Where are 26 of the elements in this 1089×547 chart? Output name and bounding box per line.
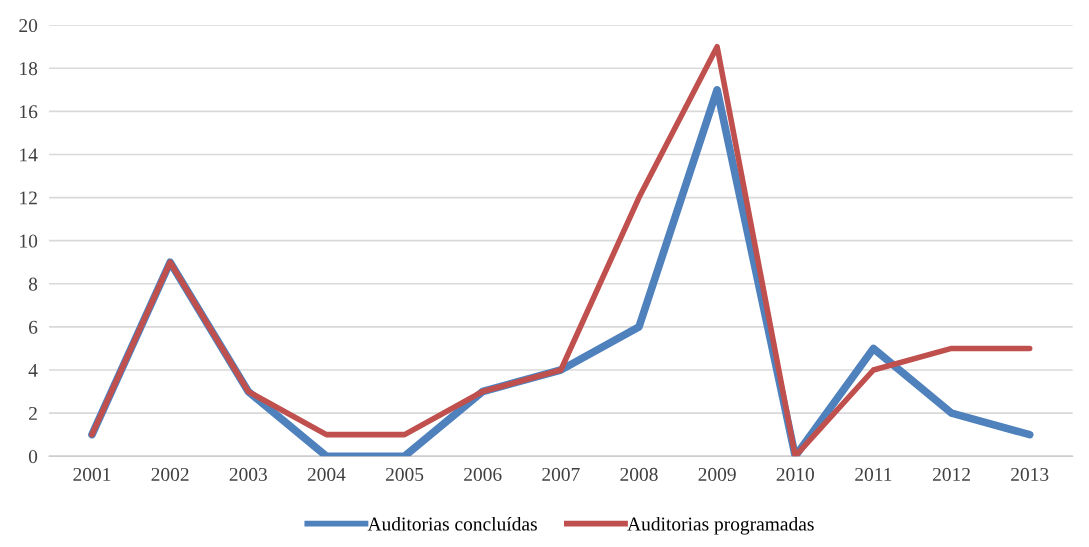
legend-label: Auditorias concluídas <box>367 516 537 531</box>
y-tick-label: 14 <box>20 148 38 162</box>
y-tick-label: 16 <box>20 105 38 119</box>
x-tick-label: 2013 <box>1011 467 1049 481</box>
x-tick-label: 2002 <box>151 467 189 481</box>
x-tick-label: 2003 <box>229 467 267 481</box>
x-tick-label: 2001 <box>73 467 111 481</box>
x-tick-label: 2011 <box>855 467 892 481</box>
y-tick-label: 12 <box>20 191 37 205</box>
y-tick-label: 18 <box>20 62 38 76</box>
x-tick-label: 2005 <box>385 467 424 481</box>
x-tick-label: 2012 <box>932 467 970 481</box>
y-tick-label: 8 <box>28 277 38 291</box>
legend-label: Auditorias programadas <box>627 516 814 535</box>
y-tick-label: 2 <box>29 406 37 420</box>
x-tick-label: 2008 <box>620 467 658 481</box>
x-tick-label: 2004 <box>307 467 346 481</box>
x-tick-label: 2006 <box>464 467 502 481</box>
x-tick-label: 2009 <box>698 467 736 481</box>
x-tick-label: 2010 <box>776 467 814 481</box>
y-tick-label: 10 <box>20 234 38 248</box>
y-tick-label: 20 <box>19 18 38 33</box>
y-tick-label: 6 <box>29 320 38 334</box>
x-tick-label: 2007 <box>542 467 580 481</box>
y-tick-label: 4 <box>28 363 38 377</box>
y-tick-label: 0 <box>28 450 38 464</box>
